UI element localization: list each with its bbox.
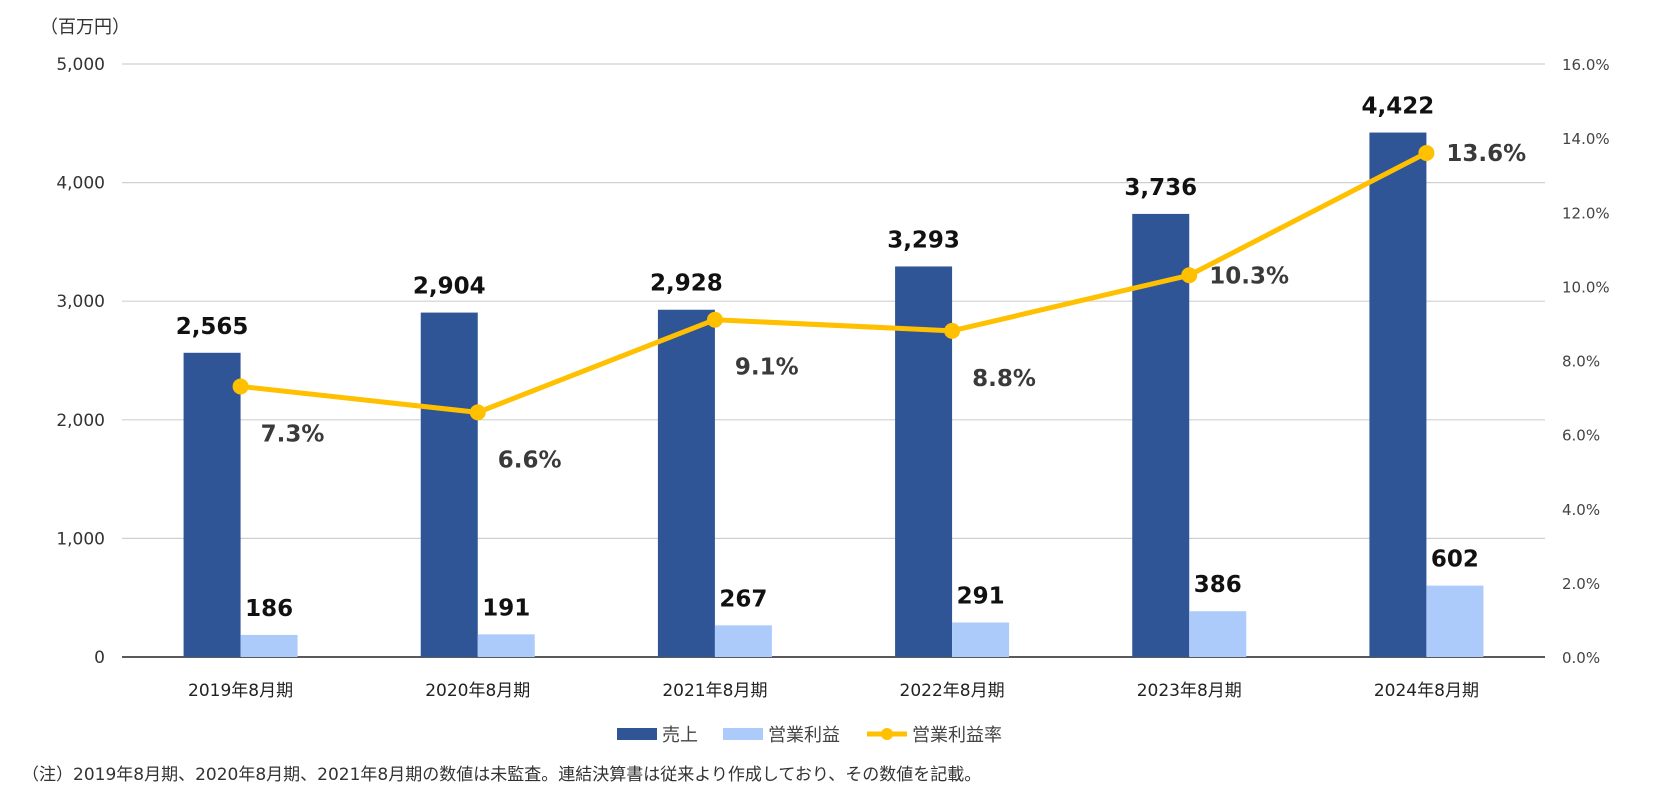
y-right-tick-label: 4.0%: [1562, 501, 1600, 519]
y-right-tick-label: 14.0%: [1562, 130, 1610, 148]
x-tick-label: 2019年8月期: [188, 681, 293, 701]
line-point: [1418, 144, 1435, 161]
bar-operating-profit: [714, 625, 772, 657]
line-operating-margin: [240, 150, 1428, 415]
bar-operating-profit-label: 386: [1194, 572, 1242, 598]
legend-swatch-operating-profit: [723, 728, 763, 740]
x-tick-label: 2023年8月期: [1137, 681, 1242, 701]
line-point-label: 13.6%: [1446, 141, 1526, 167]
bar-sales: [657, 309, 715, 657]
line-point-label: 8.8%: [972, 366, 1036, 392]
y-right-tick-label: 8.0%: [1562, 353, 1600, 371]
x-tick-label: 2024年8月期: [1374, 681, 1479, 701]
bar-sales: [1369, 132, 1427, 658]
y-right-tick-label: 12.0%: [1562, 204, 1610, 222]
line-point-label: 9.1%: [735, 355, 799, 381]
y-left-tick-label: 4,000: [56, 174, 105, 194]
bar-operating-profit-label: 267: [719, 586, 767, 612]
line-point: [1181, 267, 1198, 284]
line-point-label: 6.6%: [498, 447, 562, 473]
y-right-tick-label: 10.0%: [1562, 278, 1610, 296]
x-tick-label: 2021年8月期: [662, 681, 767, 701]
line-point: [232, 378, 249, 395]
bar-sales: [183, 352, 241, 657]
bar-sales-label: 2,904: [413, 274, 486, 300]
bar-sales: [420, 312, 478, 657]
x-tick-label: 2022年8月期: [900, 681, 1005, 701]
chart: （百万円） 0 1,000 2,000 3,000 4,000 5,000 0.0% 2.0% 4…: [40, 17, 1610, 746]
y-left-tick-label: 5,000: [56, 55, 105, 75]
y-right-tick-label: 6.0%: [1562, 427, 1600, 445]
y-right-tick-label: 0.0%: [1562, 649, 1600, 667]
line-point-label: 10.3%: [1209, 263, 1289, 289]
footnote: （注）2019年8月期、2020年8月期、2021年8月期の数値は未監査。連結決…: [22, 765, 982, 785]
bar-operating-profit: [477, 634, 535, 657]
bar-operating-profit-label: 191: [482, 595, 530, 621]
bar-operating-profit-label: 186: [245, 596, 293, 622]
legend-label-operating-margin: 営業利益率: [912, 725, 1002, 746]
y-left-tick-label: 3,000: [56, 292, 105, 312]
y-left-tick-label: 1,000: [56, 529, 105, 549]
bar-operating-profit: [1426, 585, 1484, 657]
bar-operating-profit-label: 602: [1431, 547, 1479, 573]
bar-sales-label: 3,293: [887, 227, 960, 253]
bar-operating-profit-label: 291: [957, 583, 1005, 609]
line-point: [706, 311, 723, 328]
bar-operating-profit: [1189, 611, 1247, 657]
line-point: [944, 322, 961, 339]
bar-operating-profit: [952, 622, 1010, 657]
y-right-tick-label: 2.0%: [1562, 575, 1600, 593]
bar-sales-label: 2,928: [650, 271, 723, 297]
y-left-tick-label: 0: [94, 648, 105, 668]
y-left-tick-label: 2,000: [56, 411, 105, 431]
bar-sales-label: 2,565: [176, 314, 249, 340]
legend-label-operating-profit: 営業利益: [768, 725, 840, 746]
legend-marker-operating-margin: [881, 728, 893, 740]
bar-sales: [895, 266, 953, 657]
y-unit-label: （百万円）: [40, 17, 130, 38]
line-point-label: 7.3%: [261, 421, 325, 447]
bar-sales-label: 4,422: [1362, 94, 1435, 120]
bar-sales-label: 3,736: [1124, 175, 1197, 201]
line-point: [469, 404, 486, 421]
bar-operating-profit: [240, 634, 298, 657]
y-right-tick-label: 16.0%: [1562, 56, 1610, 74]
legend-swatch-sales: [617, 728, 657, 740]
x-tick-label: 2020年8月期: [425, 681, 530, 701]
legend-label-sales: 売上: [662, 725, 698, 746]
